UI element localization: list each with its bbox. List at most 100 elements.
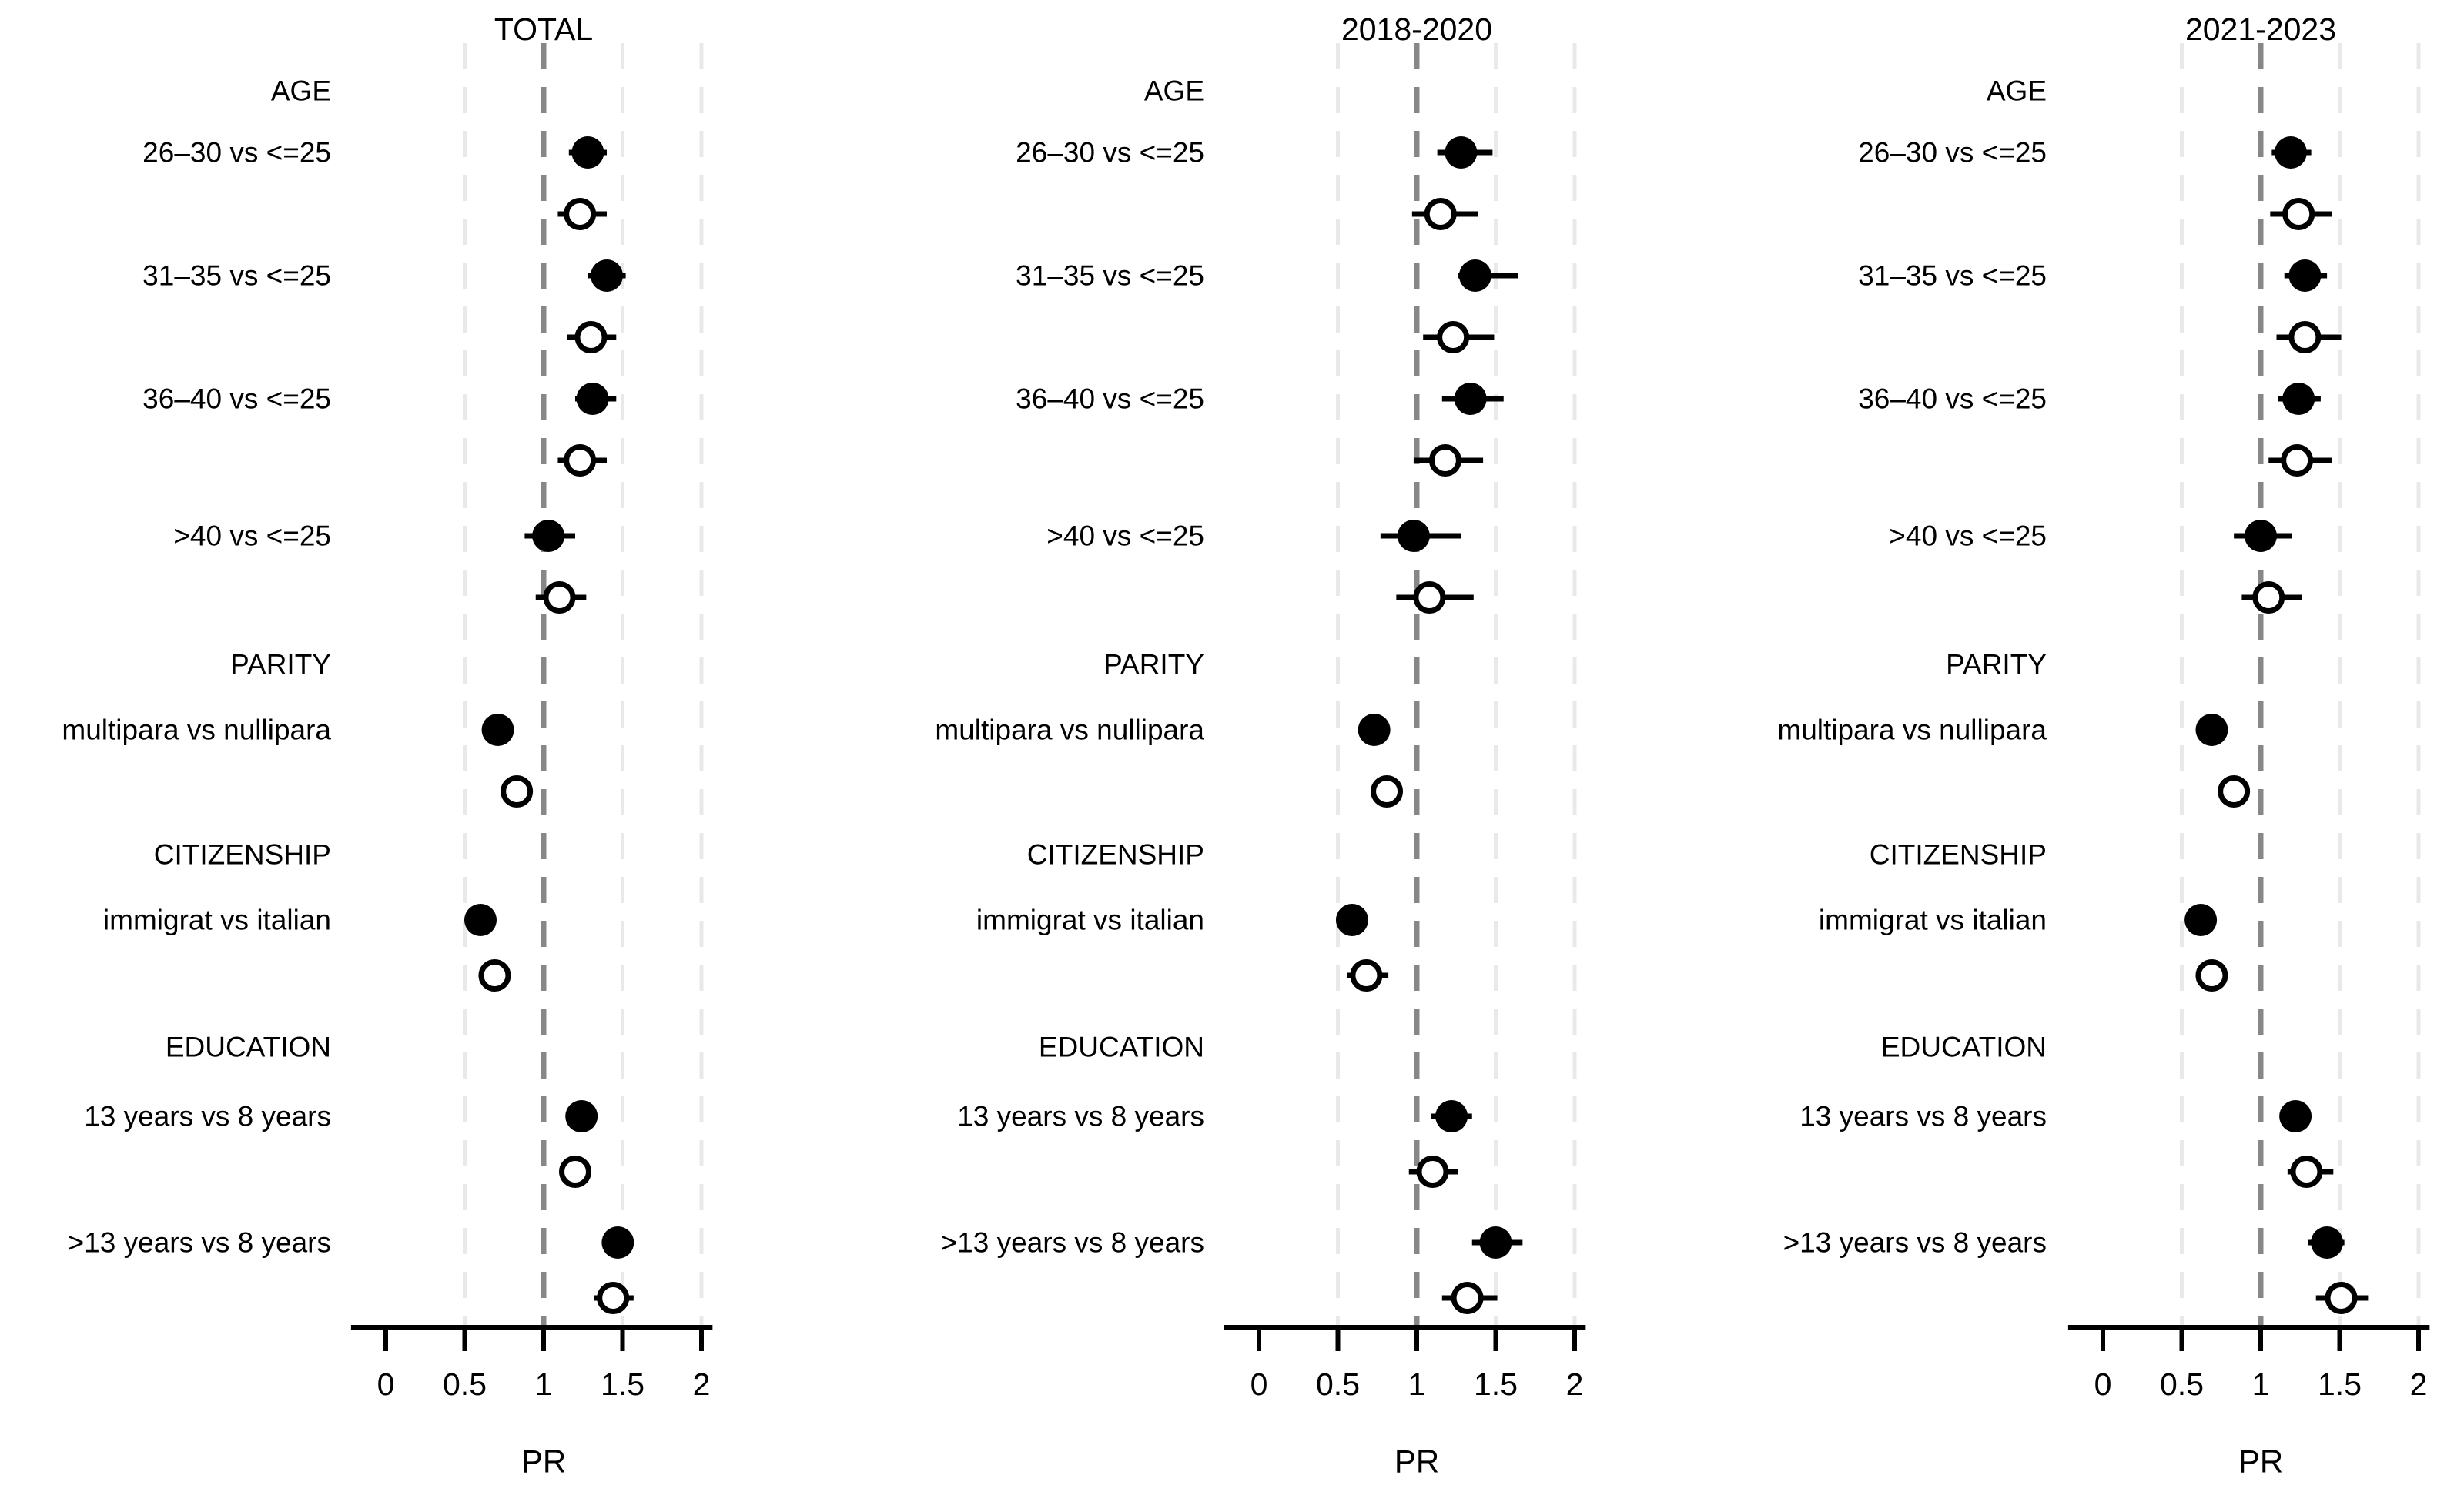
row-label: 26–30 vs <=25	[1016, 137, 1204, 169]
point-open	[2290, 1156, 2323, 1188]
x-tick-label: 0.5	[443, 1367, 487, 1402]
x-tick-label: 0.5	[2160, 1367, 2204, 1402]
x-tick-label: 1	[2252, 1367, 2270, 1402]
x-tick-label: 0	[2094, 1367, 2112, 1402]
point-filled	[1397, 520, 1430, 552]
point-open	[564, 444, 597, 477]
row-label: >13 years vs 8 years	[941, 1227, 1204, 1259]
panel-title: 2021-2023	[2185, 12, 2336, 47]
point-open	[1424, 198, 1457, 230]
point-open	[559, 1156, 591, 1188]
point-open	[1350, 959, 1383, 992]
x-tick-label: 1.5	[601, 1367, 644, 1402]
point-open	[1428, 444, 1461, 477]
group-header: CITIZENSHIP	[1027, 839, 1204, 871]
point-open	[1371, 775, 1404, 808]
row-label: >40 vs <=25	[173, 520, 331, 552]
point-filled	[2195, 714, 2228, 746]
x-tick-label: 2	[693, 1367, 711, 1402]
row-label: multipara vs nullipara	[1777, 714, 2047, 746]
group-header: PARITY	[230, 649, 331, 681]
row-label: 31–35 vs <=25	[142, 260, 331, 292]
x-tick-label: 2	[2410, 1367, 2428, 1402]
row-label: >40 vs <=25	[1889, 520, 2047, 552]
point-filled	[576, 383, 609, 415]
x-tick-label: 2	[1566, 1367, 1584, 1402]
group-header: PARITY	[1946, 649, 2047, 681]
x-axis-label: PR	[2238, 1443, 2283, 1480]
x-tick-label: 1.5	[1474, 1367, 1518, 1402]
row-label: 13 years vs 8 years	[1799, 1101, 2047, 1132]
x-axis-label: PR	[521, 1443, 566, 1480]
row-label: 36–40 vs <=25	[1016, 383, 1204, 415]
point-open	[500, 775, 534, 808]
panel-total: TOTAL AGE 26–30 vs <=25 31–35 vs <=25 36–40 …	[62, 12, 713, 1480]
point-filled	[464, 904, 497, 936]
point-filled	[2279, 1100, 2312, 1132]
group-header: CITIZENSHIP	[1870, 839, 2047, 871]
group-header: CITIZENSHIP	[154, 839, 331, 871]
point-filled	[532, 520, 565, 552]
point-open	[1437, 321, 1470, 353]
panel-2021-2023: 2021-2023 AGE 26–30 vs <=25 31–35 vs <=25 36…	[1777, 12, 2430, 1480]
group-header: EDUCATION	[1039, 1032, 1204, 1063]
row-label: immigrat vs italian	[1819, 905, 2047, 936]
row-label: immigrat vs italian	[976, 905, 1204, 936]
point-open	[2281, 444, 2314, 477]
point-open	[2195, 959, 2228, 992]
x-tick-label: 1.5	[2318, 1367, 2362, 1402]
point-open	[478, 959, 511, 992]
point-filled	[1335, 904, 1368, 936]
group-header: PARITY	[1103, 649, 1204, 681]
row-label: 13 years vs 8 years	[957, 1101, 1204, 1132]
point-filled	[591, 259, 623, 292]
point-filled	[2311, 1226, 2344, 1259]
point-filled	[2245, 520, 2277, 552]
row-label: >40 vs <=25	[1046, 520, 1204, 552]
point-open	[1413, 581, 1446, 614]
point-filled	[2184, 904, 2218, 936]
x-tick-label: 0.5	[1316, 1367, 1360, 1402]
group-header: EDUCATION	[1881, 1032, 2047, 1063]
panel-title: 2018-2020	[1341, 12, 1492, 47]
point-filled	[1479, 1226, 1512, 1259]
x-axis-label: PR	[1394, 1443, 1439, 1480]
group-header: EDUCATION	[166, 1032, 331, 1063]
point-filled	[1435, 1100, 1468, 1132]
row-label: 13 years vs 8 years	[84, 1101, 331, 1132]
point-filled	[481, 714, 514, 746]
point-filled	[1458, 259, 1491, 292]
point-open	[543, 581, 576, 614]
point-filled	[601, 1226, 634, 1259]
row-label: multipara vs nullipara	[62, 714, 331, 746]
point-filled	[571, 136, 604, 169]
row-label: multipara vs nullipara	[935, 714, 1204, 746]
point-open	[1416, 1156, 1449, 1188]
x-tick-label: 0	[1250, 1367, 1268, 1402]
row-label: 36–40 vs <=25	[1858, 383, 2047, 415]
row-label: >13 years vs 8 years	[68, 1227, 331, 1259]
point-open	[2218, 775, 2251, 808]
row-label: 31–35 vs <=25	[1016, 260, 1204, 292]
point-filled	[1358, 714, 1391, 746]
x-tick-label: 1	[1408, 1367, 1426, 1402]
group-header: AGE	[1144, 75, 1204, 107]
point-open	[597, 1282, 630, 1314]
point-filled	[2288, 259, 2322, 292]
row-label: 31–35 vs <=25	[1858, 260, 2047, 292]
row-label: >13 years vs 8 years	[1783, 1227, 2047, 1259]
row-label: 36–40 vs <=25	[142, 383, 331, 415]
panel-2018-2020: 2018-2020 AGE 26–30 vs <=25 31–35 vs <=25 36…	[935, 12, 1586, 1480]
row-label: 26–30 vs <=25	[1858, 137, 2047, 169]
point-filled	[2282, 383, 2315, 415]
point-filled	[565, 1100, 598, 1132]
point-open	[2252, 581, 2285, 614]
point-filled	[1445, 136, 1478, 169]
row-label: immigrat vs italian	[103, 905, 331, 936]
row-label: 26–30 vs <=25	[142, 137, 331, 169]
panel-title: TOTAL	[494, 12, 593, 47]
point-open	[1451, 1282, 1484, 1314]
point-open	[2325, 1282, 2358, 1314]
